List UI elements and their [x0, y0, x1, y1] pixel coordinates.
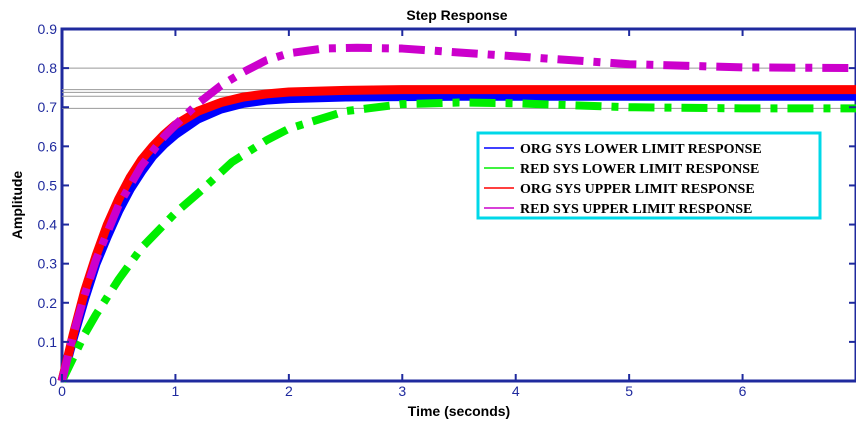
x-tick-label: 6 — [739, 383, 747, 399]
x-axis-label: Time (seconds) — [408, 403, 510, 419]
y-tick-label: 0.2 — [38, 295, 58, 311]
axis-ticks: 0 1 2 3 4 5 6 0 0.1 0.2 0.3 0.4 0.5 0.6 0.7 0.8 0.9 — [38, 21, 856, 399]
series-layer — [57, 43, 856, 383]
y-tick-label: 0.3 — [38, 256, 58, 272]
y-tick-label: 0.6 — [38, 138, 58, 154]
x-tick-label: 0 — [58, 383, 66, 399]
y-tick-label: 0 — [49, 373, 57, 389]
x-tick-label: 1 — [172, 383, 180, 399]
y-tick-label: 0.4 — [38, 217, 58, 233]
legend-label: RED SYS UPPER LIMIT RESPONSE — [520, 202, 752, 217]
y-tick-label: 0.8 — [38, 60, 58, 76]
legend-label: ORG SYS LOWER LIMIT RESPONSE — [520, 142, 762, 157]
series-line — [58, 98, 856, 383]
y-tick-label: 0.9 — [38, 21, 58, 37]
x-tick-label: 5 — [625, 383, 633, 399]
series-line — [57, 85, 856, 383]
x-tick-label: 3 — [398, 383, 406, 399]
series-line — [58, 43, 856, 382]
legend-label: ORG SYS UPPER LIMIT RESPONSE — [520, 182, 755, 197]
x-tick-label: 2 — [285, 383, 293, 399]
chart-title: Step Response — [406, 7, 507, 23]
legend-box — [476, 131, 822, 220]
y-tick-label: 0.5 — [38, 177, 58, 193]
y-axis-label: Amplitude — [9, 171, 25, 240]
x-tick-label: 4 — [512, 383, 520, 399]
y-tick-label: 0.1 — [38, 334, 58, 350]
y-tick-label: 0.7 — [38, 99, 58, 115]
legend-label: RED SYS LOWER LIMIT RESPONSE — [520, 162, 759, 177]
legend: ORG SYS LOWER LIMIT RESPONSE RED SYS LOWE… — [476, 131, 822, 220]
